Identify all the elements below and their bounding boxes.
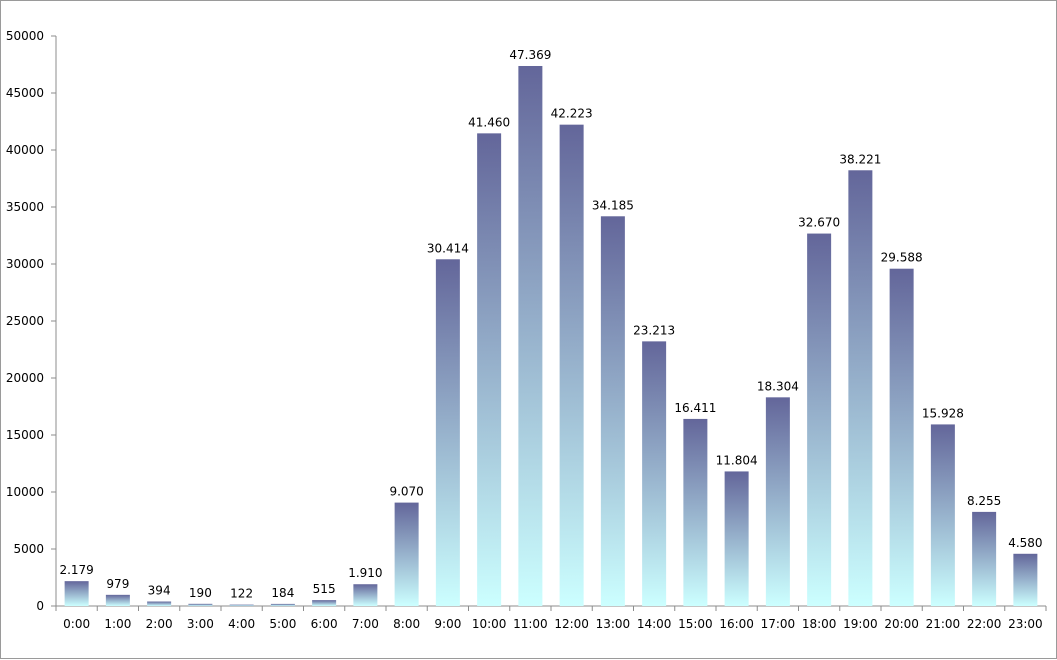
data-label: 34.185 [592,198,634,212]
y-tick-label: 15000 [6,428,44,442]
x-tick-label: 23:00 [1008,617,1043,631]
data-label: 9.070 [389,485,423,499]
x-tick-label: 2:00 [146,617,173,631]
y-tick-label: 30000 [6,257,44,271]
bar [889,268,914,606]
data-label: 16.411 [674,401,716,415]
bar [848,170,873,607]
data-label: 8.255 [967,494,1001,508]
x-tick-label: 4:00 [228,617,255,631]
bar [64,581,89,606]
bars [64,65,1038,607]
y-tick-label: 20000 [6,371,44,385]
bar [435,259,460,606]
bar [683,418,708,606]
data-label: 11.804 [716,453,758,467]
x-tick-label: 12:00 [554,617,589,631]
data-label: 122 [230,587,253,601]
bar [807,233,832,606]
data-label: 32.670 [798,216,840,230]
y-tick-label: 50000 [6,29,44,43]
x-tick-label: 0:00 [63,617,90,631]
y-tick-label: 35000 [6,200,44,214]
data-label: 515 [313,582,336,596]
data-label: 4.580 [1008,536,1042,550]
bar [724,471,749,606]
data-label: 15.928 [922,406,964,420]
x-tick-label: 19:00 [843,617,878,631]
data-label: 394 [148,584,171,598]
data-label: 30.414 [427,241,469,255]
bar [312,600,337,606]
data-label: 184 [271,586,294,600]
bar [930,424,955,606]
bar [477,133,502,606]
x-tick-label: 14:00 [637,617,672,631]
x-tick-label: 1:00 [104,617,131,631]
bar [229,604,254,606]
y-tick-label: 40000 [6,143,44,157]
bar [559,124,584,606]
x-tick-label: 21:00 [926,617,961,631]
data-label: 29.588 [881,251,923,265]
bar [188,603,213,606]
x-tick-label: 15:00 [678,617,713,631]
data-label: 1.910 [348,566,382,580]
x-tick-label: 22:00 [967,617,1002,631]
bar [642,341,667,606]
x-tick-label: 17:00 [761,617,796,631]
data-label: 38.221 [839,152,881,166]
bar [270,603,295,606]
data-label: 23.213 [633,323,675,337]
bar [105,594,130,606]
bar [600,216,625,606]
x-tick-label: 5:00 [269,617,296,631]
data-label: 42.223 [551,107,593,121]
x-tick-label: 20:00 [884,617,919,631]
data-label: 47.369 [509,48,551,62]
data-label: 18.304 [757,379,799,393]
bar [353,584,378,606]
x-tick-label: 9:00 [434,617,461,631]
y-tick-label: 5000 [13,542,44,556]
x-tick-label: 16:00 [719,617,754,631]
data-labels: 2.179 979 394 190 122 184 515 1.910 9.070 30.414 4… [59,48,1042,601]
x-tick-label: 11:00 [513,617,548,631]
bar [394,502,419,606]
y-tick-label: 45000 [6,86,44,100]
bar [972,511,997,606]
bar [518,65,543,606]
bar [147,601,172,606]
bar [1013,553,1038,606]
x-tick-label: 7:00 [352,617,379,631]
y-axis: 0 5000 10000 15000 20000 25000 30000 35000 40000… [6,29,57,613]
data-label: 2.179 [59,563,93,577]
x-tick-label: 18:00 [802,617,837,631]
bar [765,397,790,606]
y-tick-label: 0 [36,599,44,613]
x-tick-label: 10:00 [472,617,507,631]
x-tick-label: 8:00 [393,617,420,631]
y-tick-label: 25000 [6,314,44,328]
data-label: 190 [189,586,212,600]
y-tick-label: 10000 [6,485,44,499]
x-tick-label: 13:00 [596,617,631,631]
x-tick-label: 3:00 [187,617,214,631]
x-axis: 0:00 1:00 2:00 3:00 4:00 5:00 6:00 7:00 8:00 9:00… [55,605,1047,631]
data-label: 41.460 [468,115,510,129]
x-tick-label: 6:00 [311,617,338,631]
data-label: 979 [106,577,129,591]
